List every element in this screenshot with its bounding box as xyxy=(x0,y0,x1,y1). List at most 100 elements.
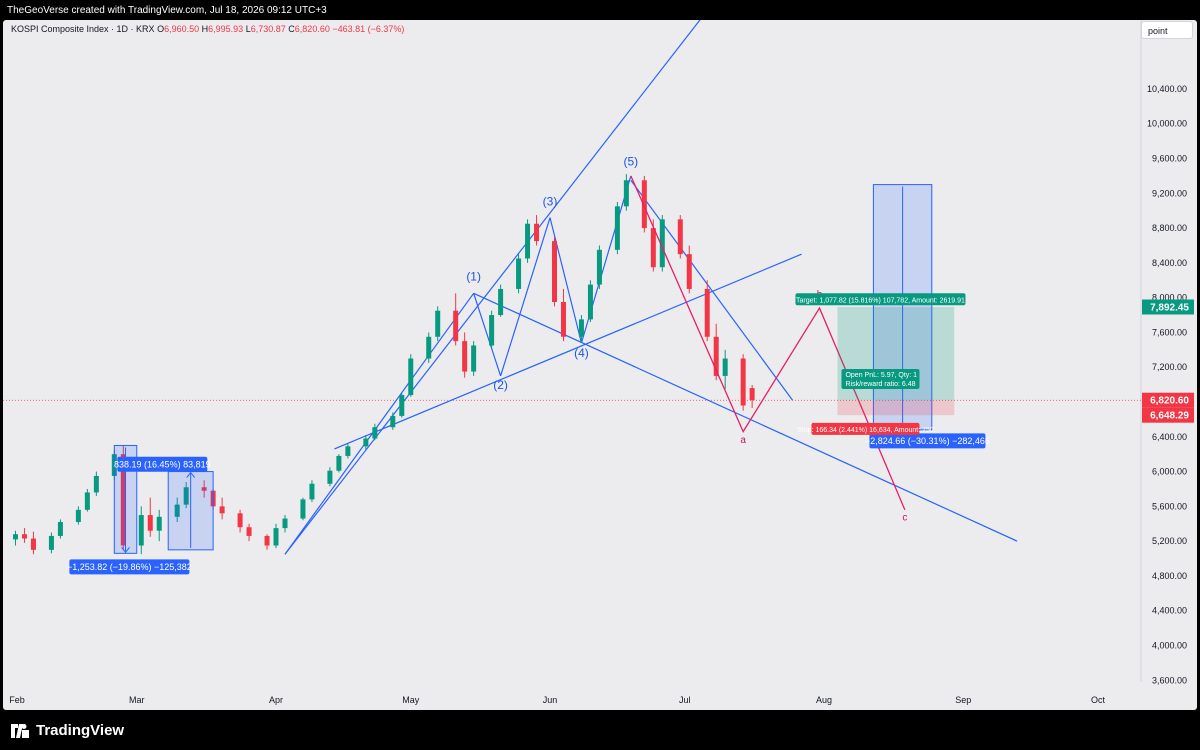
price-tag-stop: 6,648.29 xyxy=(1150,411,1189,422)
candle-body xyxy=(659,219,665,268)
candle-body xyxy=(12,534,18,540)
candle-body xyxy=(282,518,288,529)
candle-body xyxy=(722,358,728,376)
y-tick-label: 9,600.00 xyxy=(1152,154,1187,164)
candle-body xyxy=(516,258,522,289)
y-tick-label: 10,000.00 xyxy=(1147,119,1187,129)
candle-body xyxy=(147,515,153,531)
low-value: 6,730.87 xyxy=(250,24,286,34)
x-tick-label: Aug xyxy=(816,695,832,705)
target-label-bg xyxy=(795,293,966,306)
trend-line xyxy=(630,179,794,401)
close-value: 6,820.60 xyxy=(294,24,330,34)
price-tag-target: 7,892.45 xyxy=(1150,302,1189,313)
candle-body xyxy=(704,288,710,337)
wave-label: (1) xyxy=(466,269,481,283)
candle-body xyxy=(138,515,144,546)
candle-body xyxy=(273,528,279,546)
x-tick-label: Sep xyxy=(955,695,971,705)
trend-line xyxy=(549,217,583,344)
candle-body xyxy=(327,470,333,484)
candle-body xyxy=(552,241,557,302)
candle-body xyxy=(435,310,441,337)
measure-up-arrow-head xyxy=(186,471,196,478)
measure-up-label-bg xyxy=(117,456,208,472)
candle-body xyxy=(84,492,90,510)
candle-body xyxy=(740,358,746,406)
scale-mode-button[interactable]: point xyxy=(1141,21,1193,39)
tradingview-logo-icon xyxy=(11,723,29,738)
candle-body xyxy=(30,538,36,550)
open-label: O xyxy=(157,24,165,34)
candle-body xyxy=(120,454,126,546)
symbol-name[interactable]: KOSPI Composite Index · 1D · KRX xyxy=(11,24,155,34)
abc-projection-line xyxy=(630,175,906,511)
author-line: TheGeoVerse created with TradingView.com… xyxy=(7,5,327,16)
candle-body xyxy=(93,475,99,493)
y-tick-label: 4,000.00 xyxy=(1152,641,1187,651)
candle-body xyxy=(534,223,540,242)
change-value: −463.81 (−6.37%) xyxy=(332,24,405,34)
price-tag-current-bg xyxy=(1142,392,1194,408)
trend-line xyxy=(284,20,701,555)
y-tick-label: 6,400.00 xyxy=(1152,432,1187,442)
candle-body xyxy=(453,310,459,342)
y-tick-label: 3,600.00 xyxy=(1152,675,1187,685)
y-tick-label: 6,000.00 xyxy=(1152,467,1187,477)
x-tick-label: Apr xyxy=(269,695,283,705)
y-tick-label: 5,600.00 xyxy=(1152,501,1187,511)
wave-label: a xyxy=(740,435,746,446)
trend-line xyxy=(500,217,551,377)
candle-body xyxy=(237,513,243,528)
candle-body xyxy=(578,319,584,337)
x-tick-label: Oct xyxy=(1091,695,1106,705)
candle-body xyxy=(183,487,189,505)
candle-body xyxy=(462,341,468,372)
price-tag-target-bg xyxy=(1142,299,1194,315)
candle-body xyxy=(614,206,620,250)
candle-body xyxy=(363,438,369,447)
wave-label: c xyxy=(902,512,907,523)
x-tick-label: May xyxy=(402,695,420,705)
y-tick-label: 4,800.00 xyxy=(1152,571,1187,581)
candle-body xyxy=(309,483,315,500)
candle-body xyxy=(264,535,270,546)
candle-body xyxy=(372,427,378,439)
risk-reward-label: Risk/reward ratio: 6.48 xyxy=(845,381,915,388)
candle-body xyxy=(560,301,566,337)
y-tick-label: 7,600.00 xyxy=(1152,327,1187,337)
tradingview-logo[interactable]: TradingView xyxy=(10,722,124,739)
low-label: L xyxy=(245,24,251,34)
candle-body xyxy=(686,254,692,289)
x-tick-label: Mar xyxy=(129,695,145,705)
footer-bar: TradingView xyxy=(0,712,1200,750)
candle-body xyxy=(713,336,719,376)
candle-body xyxy=(390,415,396,428)
target-label: Target: 1,077.82 (15.816%) 107,782, Amou… xyxy=(796,297,965,304)
candle-body xyxy=(677,219,683,255)
price-chart[interactable]: 3,600.00 4,000.00 4,400.00 4,800.00 5,200.00… xyxy=(3,20,1197,710)
candle-body xyxy=(219,506,225,514)
y-tick-label: 5,200.00 xyxy=(1152,536,1187,546)
y-tick-label: 8,000.00 xyxy=(1152,293,1187,303)
candle-body xyxy=(300,499,306,519)
x-tick-label: Jun xyxy=(543,695,558,705)
trend-line xyxy=(284,292,475,555)
trend-line xyxy=(334,253,802,450)
measure-big-label-bg xyxy=(869,433,986,449)
x-tick-label: Feb xyxy=(9,695,25,705)
y-tick-label: 8,400.00 xyxy=(1152,258,1187,268)
candle-body xyxy=(623,180,629,207)
candle-body xyxy=(336,455,342,471)
wave-label: (3) xyxy=(543,194,558,208)
candle-body xyxy=(426,336,432,359)
high-label: H xyxy=(201,24,209,34)
tradingview-brand: TradingView xyxy=(36,722,125,739)
trend-line xyxy=(473,293,502,377)
candle-body xyxy=(75,509,81,523)
stop-zone xyxy=(837,400,955,416)
measure-up-label: 838.19 (16.45%) 83,819 xyxy=(114,459,211,469)
pnl-label-bg xyxy=(841,368,920,389)
chart-pane[interactable]: 3,600.00 4,000.00 4,400.00 4,800.00 5,200.00… xyxy=(3,20,1197,710)
candle-body xyxy=(596,249,602,285)
